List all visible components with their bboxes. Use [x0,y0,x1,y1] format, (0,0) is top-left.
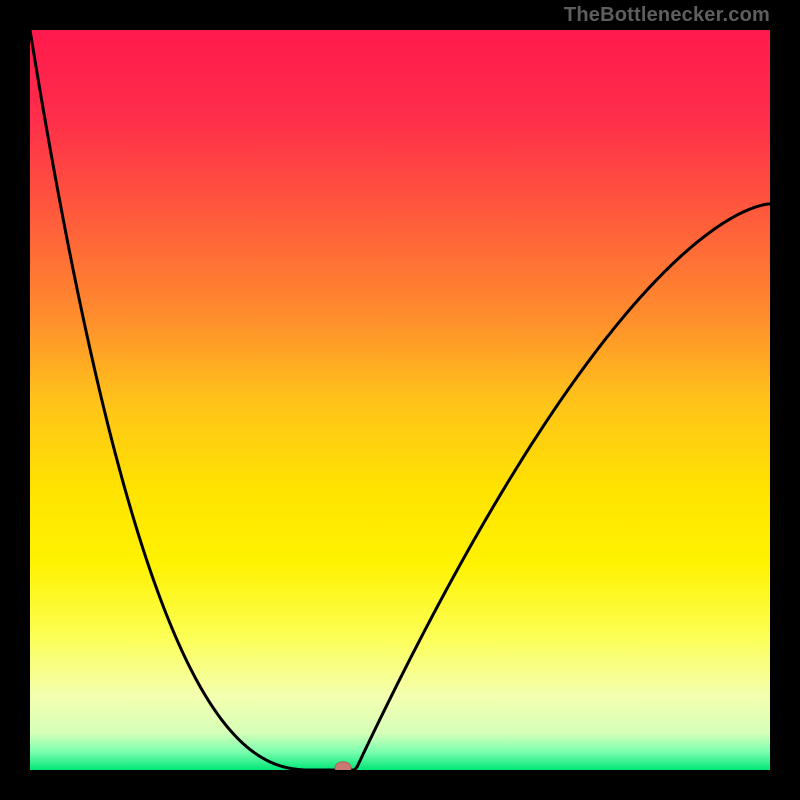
minimum-marker [335,762,351,770]
bottleneck-curve [30,30,770,770]
plot-area [30,30,770,770]
watermark-text: TheBottlenecker.com [564,4,770,27]
